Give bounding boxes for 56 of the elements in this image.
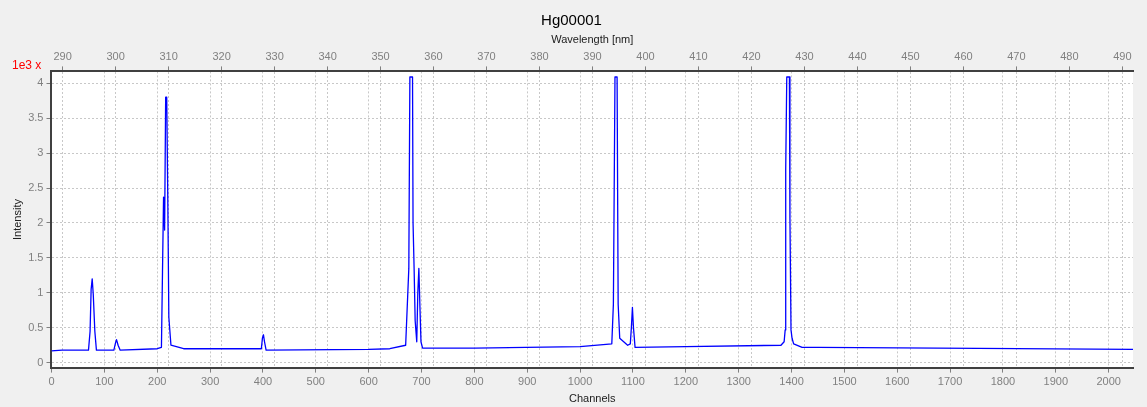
x2-tick-label: 380 xyxy=(530,49,549,62)
x2-tick-label: 340 xyxy=(318,49,337,62)
x-tick-label: 1500 xyxy=(832,375,857,388)
x2-tick-label: 420 xyxy=(742,49,761,62)
x-tick-label: 1300 xyxy=(726,375,751,388)
x-tick-label: 1100 xyxy=(621,375,645,388)
x-tick-label: 1900 xyxy=(1043,375,1069,388)
y-tick-label: 2.5 xyxy=(28,181,44,194)
x-tick-label: 1200 xyxy=(673,375,699,388)
x2-axis-title: Wavelength [nm] xyxy=(551,32,634,45)
x2-tick-label: 410 xyxy=(689,49,708,62)
y-tick-label: 3.5 xyxy=(28,111,44,124)
x2-tick-label: 480 xyxy=(1060,49,1079,62)
x-axis-title: Channels xyxy=(569,392,616,405)
x2-tick-label: 330 xyxy=(265,49,284,62)
y-tick-label: 2 xyxy=(37,216,44,229)
x2-tick-label: 300 xyxy=(106,49,125,62)
x-tick-label: 1800 xyxy=(990,375,1016,388)
y-tick-label: 3 xyxy=(37,146,44,159)
x-tick-label: 100 xyxy=(95,375,114,388)
x-tick-label: 400 xyxy=(253,375,273,388)
x2-tick-label: 370 xyxy=(477,49,496,62)
x2-tick-label: 310 xyxy=(159,49,178,62)
x2-tick-label: 290 xyxy=(53,49,72,62)
y-tick-label: 4 xyxy=(37,76,44,89)
x-tick-label: 1700 xyxy=(937,375,963,388)
x-tick-label: 2000 xyxy=(1096,375,1121,388)
x-tick-label: 900 xyxy=(518,375,537,388)
x2-tick-label: 400 xyxy=(636,49,655,62)
x2-tick-label: 350 xyxy=(371,49,390,62)
x-tick-label: 1000 xyxy=(567,375,593,388)
x2-tick-label: 390 xyxy=(583,49,602,62)
x-tick-label: 600 xyxy=(359,375,378,388)
chart-title: Hg00001 xyxy=(541,11,602,29)
x-tick-label: 200 xyxy=(148,375,167,388)
text: 1e3 x xyxy=(12,57,42,72)
x2-tick-label: 450 xyxy=(901,49,920,62)
y-tick-label: 1.5 xyxy=(28,250,44,263)
x-tick-label: 700 xyxy=(412,375,431,388)
x2-tick-label: 470 xyxy=(1007,49,1026,62)
x2-tick-label: 460 xyxy=(954,49,973,62)
x-tick-label: 300 xyxy=(200,375,220,388)
y-tick-label: 0.5 xyxy=(28,320,44,333)
x2-tick-label: 440 xyxy=(848,49,867,62)
x2-tick-label: 320 xyxy=(212,49,231,62)
x2-tick-label: 360 xyxy=(424,49,443,62)
x-tick-label: 0 xyxy=(48,375,55,388)
x2-tick-label: 490 xyxy=(1113,49,1132,62)
x-tick-label: 1400 xyxy=(779,375,804,388)
x2-tick-label: 430 xyxy=(795,49,814,62)
y-tick-label: 0 xyxy=(37,355,44,368)
x-tick-label: 1600 xyxy=(885,375,910,388)
x-tick-label: 800 xyxy=(465,375,484,388)
x-tick-label: 500 xyxy=(306,375,325,388)
y-axis-title: Intensity xyxy=(10,198,23,240)
y-tick-label: 1 xyxy=(37,285,44,298)
